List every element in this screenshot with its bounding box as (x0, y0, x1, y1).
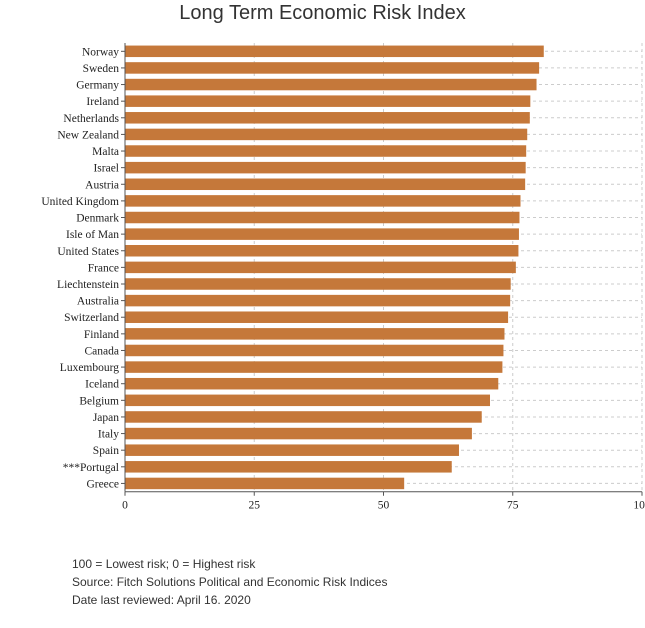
category-label: Israel (93, 163, 119, 175)
category-label: Luxembourg (60, 362, 119, 374)
category-label: Switzerland (64, 312, 119, 324)
x-tick-label: 75 (507, 500, 519, 512)
category-label: Malta (92, 146, 119, 158)
bar (125, 45, 544, 58)
category-label: Denmark (76, 213, 119, 225)
bar (125, 427, 472, 440)
bar (125, 211, 520, 224)
bar (125, 245, 519, 257)
review-date: Date last reviewed: April 16. 2020 (72, 593, 251, 607)
x-tick-label: 50 (378, 500, 390, 512)
category-label: Sweden (83, 63, 120, 75)
category-label: France (88, 262, 119, 274)
category-label: Spain (93, 445, 119, 457)
category-label: United States (57, 246, 119, 258)
x-tick-label: 100 (633, 500, 645, 512)
category-label: Isle of Man (66, 229, 119, 241)
bar (125, 278, 511, 290)
category-label: Liechtenstein (57, 279, 119, 291)
category-label: Netherlands (63, 113, 119, 125)
bar (125, 195, 521, 207)
category-label: Japan (93, 412, 119, 424)
category-label: New Zealand (57, 129, 119, 141)
source-note: Source: Fitch Solutions Political and Ec… (72, 575, 388, 589)
bar (125, 444, 459, 456)
bar (125, 344, 504, 357)
chart-footer: 100 = Lowest risk; 0 = Highest risk Sour… (72, 555, 387, 609)
category-label: Australia (77, 296, 119, 308)
bar (125, 361, 503, 373)
bar (125, 311, 509, 323)
category-label: Norway (82, 46, 119, 58)
scale-note: 100 = Lowest risk; 0 = Highest risk (72, 557, 256, 571)
category-label: ***Portugal (63, 462, 119, 474)
category-label: Iceland (85, 379, 119, 391)
bar (125, 477, 405, 490)
bar (125, 112, 530, 124)
bar (125, 394, 491, 407)
category-label: Ireland (86, 96, 119, 108)
bar (125, 78, 537, 91)
bar (125, 328, 505, 340)
x-tick-label: 25 (249, 500, 261, 512)
bar (125, 161, 526, 174)
bar (125, 228, 519, 240)
bar (125, 95, 531, 107)
bar-chart: Norway Sweden Germany Ireland Netherlands New… (41, 43, 645, 512)
category-label: Italy (98, 429, 119, 441)
category-label: Canada (85, 345, 119, 357)
bar (125, 461, 452, 473)
chart-title: Long Term Economic Risk Index (179, 2, 466, 24)
bar (125, 178, 526, 191)
bar (125, 128, 528, 141)
bar (125, 145, 527, 157)
bar (125, 261, 516, 274)
category-label: Germany (76, 80, 119, 92)
bar (125, 62, 540, 74)
category-label: Belgium (79, 395, 119, 407)
x-tick-label: 0 (122, 500, 128, 512)
bar (125, 411, 482, 423)
category-label: United Kingdom (41, 196, 119, 208)
bar (125, 294, 511, 307)
bar (125, 377, 499, 390)
category-label: Greece (86, 478, 119, 490)
category-label: Austria (85, 179, 119, 191)
category-label: Finland (84, 329, 119, 341)
